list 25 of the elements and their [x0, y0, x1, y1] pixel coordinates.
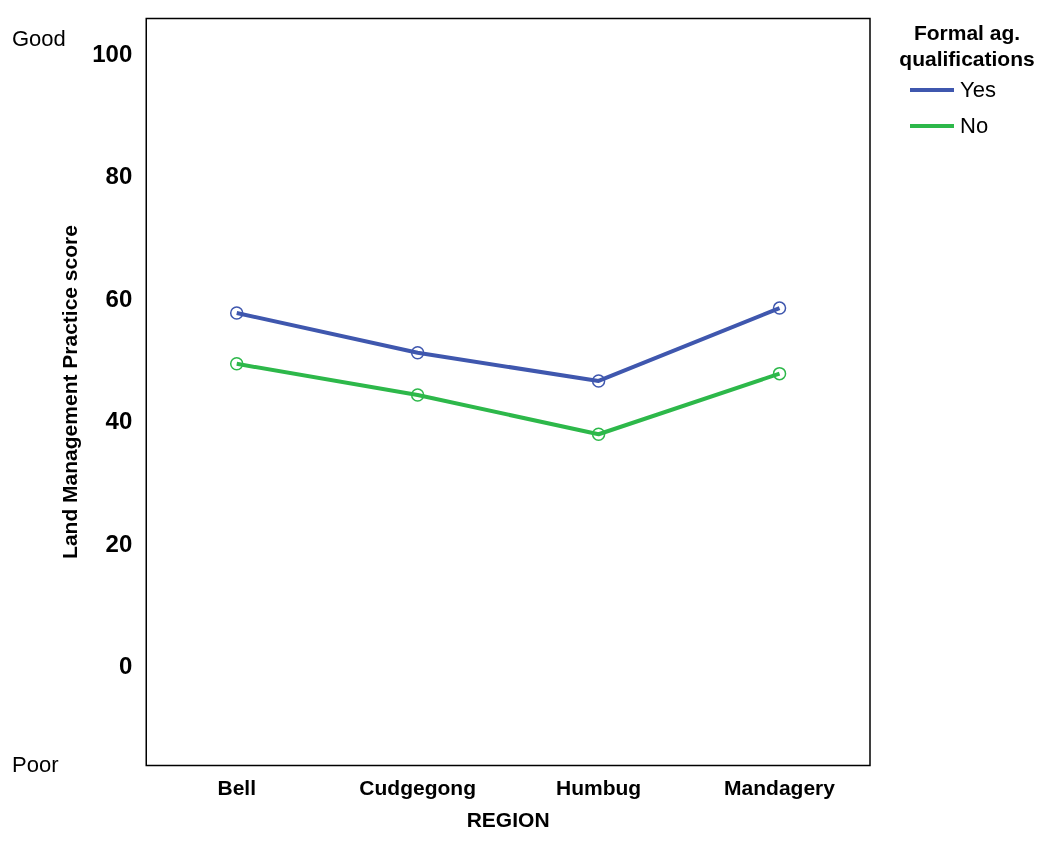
y-tick-label: 40 [105, 407, 133, 435]
text: Good [12, 26, 66, 52]
point [229, 357, 244, 371]
text: Poor [12, 751, 59, 777]
x-axis-title: REGION [466, 808, 550, 832]
point [591, 374, 606, 388]
y-axis-title: Land Management Practice score [58, 225, 82, 559]
point [772, 301, 787, 315]
point [229, 306, 244, 320]
point [410, 346, 425, 360]
point [410, 388, 425, 402]
point [591, 427, 606, 442]
y-tick-label: 80 [105, 162, 133, 190]
legend-label: Yes [960, 77, 996, 103]
y-tick-label: 0 [118, 652, 133, 680]
legend-title: Formal ag. qualifications [898, 20, 1036, 72]
point [772, 366, 787, 381]
y-tick-label: 100 [92, 39, 133, 67]
x-tick-label: Humbug [556, 776, 642, 799]
legend-label: No [960, 113, 989, 139]
x-tick-label: Bell [217, 776, 256, 799]
y-tick-label: 60 [105, 284, 133, 312]
x-tick-label: Cudgegong [359, 776, 476, 799]
y-tick-label: 20 [105, 529, 133, 557]
x-tick-label: Mandagery [724, 776, 836, 799]
